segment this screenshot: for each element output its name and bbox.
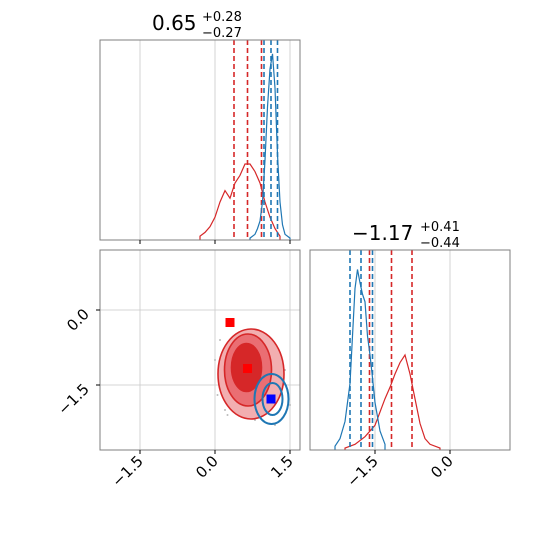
panel-background (310, 250, 510, 450)
title-p2-lower: −0.44 (420, 236, 460, 251)
y-tick-label: −1.5 (54, 380, 92, 418)
title-p1-upper: +0.28 (202, 10, 242, 25)
panel-p2-histogram (309, 249, 511, 451)
x-tick-label: 1.5 (267, 452, 297, 482)
title-p2-upper: +0.41 (420, 220, 460, 235)
truth-marker (225, 318, 235, 327)
scatter-point (226, 414, 229, 416)
title-p1-value: 0.65 (152, 11, 197, 35)
histogram-line (249, 53, 291, 240)
truth-marker (243, 364, 252, 373)
y-tick-labels-p2: −1.5 0.0 (54, 305, 100, 419)
title-p2-value: −1.17 (352, 221, 413, 245)
scatter-point (289, 404, 291, 406)
scatter-point (216, 394, 219, 396)
contour-level (253, 373, 290, 425)
x-tick-label: −1.5 (343, 452, 381, 490)
histogram-line (344, 353, 441, 450)
histogram-line (199, 163, 281, 240)
truth-marker (266, 394, 276, 404)
panel-border (99, 39, 301, 241)
title-p1-lower: −0.27 (202, 26, 242, 41)
x-tick-label: 0.0 (427, 452, 457, 482)
x-tick-labels-p2: −1.5 0.0 (343, 450, 457, 491)
y-tick-label: 0.0 (63, 305, 93, 335)
panel-p1-histogram (99, 39, 301, 241)
x-tick-label: −1.5 (108, 452, 146, 490)
histogram-line (334, 269, 386, 450)
panel-border (309, 249, 511, 451)
panel-p1-p2-contour (99, 249, 301, 451)
contour-level (261, 382, 284, 416)
scatter-point (224, 409, 226, 411)
scatter-point (219, 339, 221, 341)
panel-border (99, 249, 301, 451)
scatter-point (214, 359, 216, 361)
x-tick-label: 0.0 (192, 452, 222, 482)
